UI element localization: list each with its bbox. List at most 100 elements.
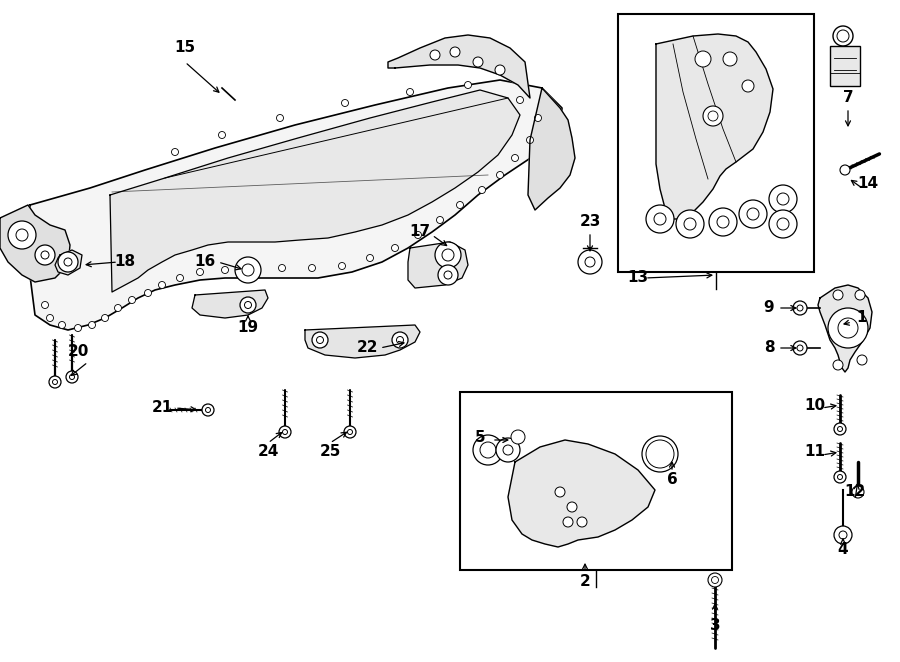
- Text: 22: 22: [357, 340, 379, 355]
- Text: 8: 8: [764, 340, 774, 355]
- Circle shape: [797, 305, 803, 311]
- Circle shape: [196, 269, 203, 275]
- Circle shape: [717, 216, 729, 228]
- Polygon shape: [508, 440, 655, 547]
- Circle shape: [855, 290, 865, 300]
- Text: 20: 20: [68, 344, 89, 359]
- Circle shape: [58, 252, 78, 272]
- Text: 14: 14: [858, 175, 878, 191]
- Circle shape: [397, 336, 403, 344]
- Circle shape: [526, 136, 534, 144]
- Circle shape: [436, 216, 444, 224]
- Text: 2: 2: [580, 575, 590, 589]
- Circle shape: [793, 341, 807, 355]
- Circle shape: [473, 435, 503, 465]
- Circle shape: [747, 208, 759, 220]
- Circle shape: [279, 426, 291, 438]
- Circle shape: [392, 332, 408, 348]
- Circle shape: [646, 440, 674, 468]
- Circle shape: [16, 229, 28, 241]
- Circle shape: [769, 210, 797, 238]
- Circle shape: [708, 573, 722, 587]
- Circle shape: [723, 52, 737, 66]
- Circle shape: [464, 81, 472, 89]
- Circle shape: [651, 445, 669, 463]
- Circle shape: [833, 360, 843, 370]
- Text: 9: 9: [764, 299, 774, 314]
- Text: 24: 24: [257, 444, 279, 459]
- Circle shape: [834, 471, 846, 483]
- Text: 12: 12: [844, 485, 866, 500]
- Circle shape: [535, 115, 542, 122]
- Circle shape: [797, 345, 803, 351]
- Circle shape: [430, 50, 440, 60]
- Text: 3: 3: [710, 618, 720, 632]
- Circle shape: [202, 404, 214, 416]
- Circle shape: [344, 426, 356, 438]
- Text: 15: 15: [175, 40, 195, 56]
- Circle shape: [497, 171, 503, 179]
- Text: 7: 7: [842, 89, 853, 105]
- Circle shape: [235, 257, 261, 283]
- Circle shape: [684, 218, 696, 230]
- Circle shape: [840, 165, 850, 175]
- Circle shape: [41, 301, 49, 308]
- Circle shape: [347, 430, 353, 434]
- Circle shape: [839, 531, 847, 539]
- Bar: [460, 392, 732, 570]
- Circle shape: [642, 436, 678, 472]
- Circle shape: [517, 97, 524, 103]
- Circle shape: [172, 148, 178, 156]
- Polygon shape: [305, 325, 420, 358]
- Text: 25: 25: [320, 444, 341, 459]
- Circle shape: [654, 213, 666, 225]
- Circle shape: [219, 132, 226, 138]
- Polygon shape: [28, 80, 562, 330]
- Circle shape: [837, 30, 849, 42]
- Circle shape: [563, 517, 573, 527]
- Polygon shape: [192, 290, 268, 318]
- Circle shape: [176, 275, 184, 281]
- Circle shape: [205, 408, 211, 412]
- Text: 16: 16: [194, 254, 216, 269]
- Circle shape: [317, 336, 323, 344]
- Circle shape: [75, 324, 82, 332]
- Circle shape: [585, 257, 595, 267]
- Circle shape: [695, 51, 711, 67]
- Polygon shape: [656, 34, 773, 219]
- Text: 4: 4: [838, 542, 849, 557]
- Circle shape: [442, 249, 454, 261]
- Circle shape: [834, 423, 846, 435]
- Bar: [830, 46, 860, 86]
- Circle shape: [709, 208, 737, 236]
- Circle shape: [366, 254, 373, 261]
- Circle shape: [129, 297, 136, 303]
- Circle shape: [479, 187, 485, 193]
- Circle shape: [712, 577, 718, 583]
- Circle shape: [415, 232, 421, 238]
- Text: 13: 13: [627, 269, 649, 285]
- Circle shape: [407, 89, 413, 95]
- Circle shape: [555, 487, 565, 497]
- Circle shape: [69, 375, 75, 379]
- Circle shape: [456, 201, 464, 209]
- Polygon shape: [388, 35, 530, 98]
- Circle shape: [438, 265, 458, 285]
- Circle shape: [158, 281, 166, 289]
- Text: 6: 6: [667, 473, 678, 487]
- Text: 18: 18: [114, 254, 136, 269]
- Circle shape: [838, 475, 842, 479]
- Text: 10: 10: [805, 397, 825, 412]
- Circle shape: [58, 322, 66, 328]
- Circle shape: [450, 47, 460, 57]
- Circle shape: [838, 426, 842, 432]
- Circle shape: [245, 301, 251, 308]
- Circle shape: [47, 314, 53, 322]
- Text: 1: 1: [857, 310, 868, 326]
- Circle shape: [41, 251, 49, 259]
- Circle shape: [567, 502, 577, 512]
- Circle shape: [444, 271, 452, 279]
- Circle shape: [739, 200, 767, 228]
- Text: 19: 19: [238, 320, 258, 336]
- Circle shape: [338, 263, 346, 269]
